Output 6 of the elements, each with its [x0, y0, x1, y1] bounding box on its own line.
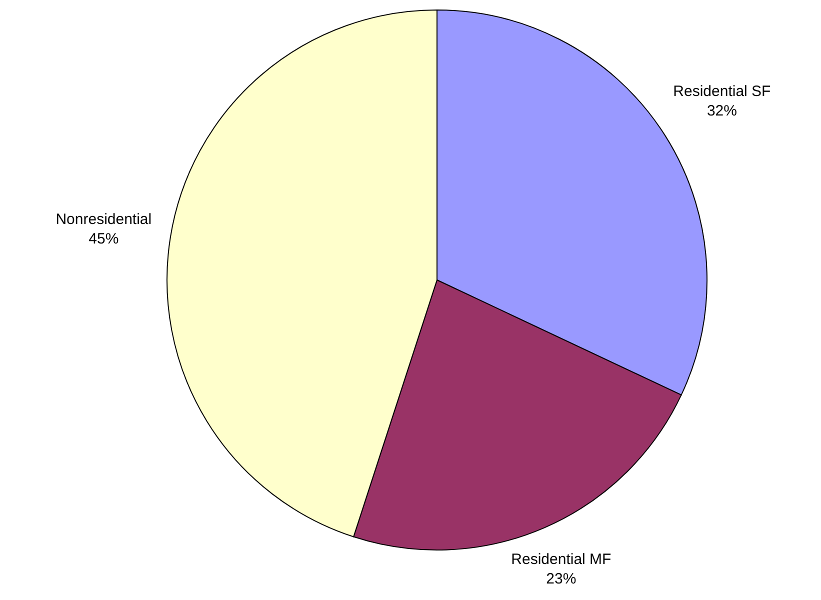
- slice-label: Residential SF: [673, 83, 771, 100]
- data-label: 32%: [706, 102, 737, 120]
- data-label: 45%: [88, 230, 119, 248]
- slice-label: Nonresidential: [56, 211, 152, 228]
- slice-label: Residential MF: [511, 551, 612, 568]
- data-label: 23%: [546, 570, 576, 588]
